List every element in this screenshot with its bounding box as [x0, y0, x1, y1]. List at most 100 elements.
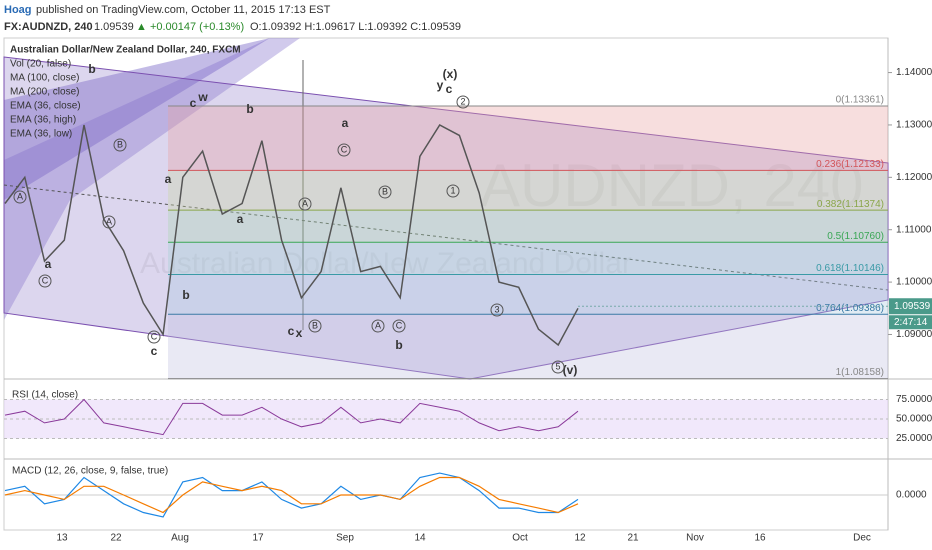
y-tick-label: 1.10000 [896, 277, 932, 288]
wave-label: B [382, 186, 388, 196]
ohlc: O:1.09392 H:1.09617 L:1.09392 C:1.09539 [250, 21, 461, 33]
legend: Australian Dollar/New Zealand Dollar, 24… [10, 45, 241, 140]
wave-label: C [151, 331, 158, 341]
y-tick-label: 1.12000 [896, 172, 932, 183]
wave-label: 5 [555, 361, 560, 371]
wave-label: A [375, 320, 381, 330]
wave-label: A [17, 191, 23, 201]
fib-zone [168, 314, 888, 379]
y-tick-label: 1.14000 [896, 67, 932, 78]
wave-label: b [395, 338, 402, 352]
channel-upper [4, 38, 270, 200]
wave-label: C [396, 320, 403, 330]
falling-channel [3, 56, 889, 380]
wave-circle [456, 95, 470, 109]
wave-label: 1 [450, 185, 455, 195]
wave-label: b [246, 102, 253, 116]
wave-circle [102, 215, 116, 229]
wave-label: 2 [460, 96, 465, 106]
legend-item: Australian Dollar/New Zealand Dollar, 24… [10, 45, 241, 56]
main-pane [3, 38, 889, 380]
wave-label: (x) [443, 67, 458, 81]
price-badge [889, 298, 932, 315]
legend-item: EMA (36, high) [10, 115, 76, 126]
wave-label: c [446, 82, 453, 96]
rsi-tick-label: 75.0000 [896, 394, 932, 405]
wave-label: c [288, 324, 295, 338]
wave-label: A [106, 216, 112, 226]
y-tick-label: 1.11000 [896, 224, 932, 235]
author: Hoag [4, 4, 32, 16]
wave-label: B [117, 139, 123, 149]
x-tick-label: Sep [336, 533, 354, 544]
legend-item: EMA (36, close) [10, 101, 81, 112]
x-tick-label: 13 [56, 533, 68, 544]
channel-midline [3, 184, 889, 291]
wave-label: c [151, 344, 158, 358]
wave-label: a [237, 212, 244, 226]
x-tick-label: 12 [574, 533, 586, 544]
fib-label: 0.5(1.10760) [827, 231, 884, 242]
rsi-tick-label: 25.0000 [896, 433, 932, 444]
wave-label: a [342, 116, 349, 130]
wave-circle [337, 143, 351, 157]
price-line [4, 124, 579, 347]
rsi-line [4, 398, 579, 436]
published: published on TradingView.com, October 11… [36, 4, 331, 16]
macd-tick-label: 0.0000 [896, 490, 927, 501]
wave-label: x [296, 326, 303, 340]
wave-circle [378, 185, 392, 199]
x-tick-label: 16 [754, 533, 766, 544]
wave-label: 3 [494, 304, 499, 314]
fib-zone [168, 242, 888, 275]
fib-zone [168, 170, 888, 211]
change: ▲ +0.00147 (+0.13%) [136, 21, 244, 33]
wave-label: c [190, 96, 197, 110]
wave-label: C [341, 144, 348, 154]
wave-label: C [42, 275, 49, 285]
wave-circle [147, 330, 161, 344]
countdown-label: 2:47:14 [894, 317, 928, 328]
x-tick-label: Nov [686, 533, 704, 544]
wave-label: y [437, 78, 444, 92]
wave-circle [308, 319, 322, 333]
wave-label: a [165, 172, 172, 186]
legend-item: MA (100, close) [10, 73, 79, 84]
x-tick-label: Dec [853, 533, 871, 544]
price-badge-label: 1.09539 [894, 301, 931, 312]
wave-label: (v) [563, 363, 578, 377]
fib-label: 0.236(1.12133) [816, 159, 884, 170]
y-tick-label: 1.13000 [896, 120, 932, 131]
fib-label: 1(1.08158) [836, 367, 884, 378]
wave-label: a [45, 257, 52, 271]
wave-label: b [182, 288, 189, 302]
wave-label: w [197, 90, 208, 104]
wave-label: A [302, 198, 308, 208]
x-tick-label: 17 [252, 533, 264, 544]
wave-label: b [88, 62, 95, 76]
fib-zone [168, 106, 888, 171]
wave-circle [13, 190, 27, 204]
fib-label: 0.382(1.11374) [817, 199, 884, 210]
x-tick-label: Oct [512, 533, 528, 544]
wave-circle [490, 303, 504, 317]
macd-title: MACD (12, 26, close, 9, false, true) [12, 466, 168, 477]
x-tick-label: 22 [110, 533, 122, 544]
wave-label: B [312, 320, 318, 330]
rsi-tick-label: 50.0000 [896, 414, 932, 425]
fib-label: 0.764(1.09386) [816, 303, 884, 314]
wave-circle [551, 360, 565, 374]
countdown-badge [889, 315, 932, 330]
wave-circle [38, 274, 52, 288]
y-tick-label: 1.09000 [896, 329, 932, 340]
x-tick-label: 21 [627, 533, 639, 544]
wave-circle [392, 319, 406, 333]
wave-circle [113, 138, 127, 152]
legend-item: MA (200, close) [10, 87, 79, 98]
x-tick-label: 14 [414, 533, 426, 544]
fib-label: 0(1.13361) [836, 95, 884, 106]
last-price: 1.09539 [94, 21, 134, 33]
